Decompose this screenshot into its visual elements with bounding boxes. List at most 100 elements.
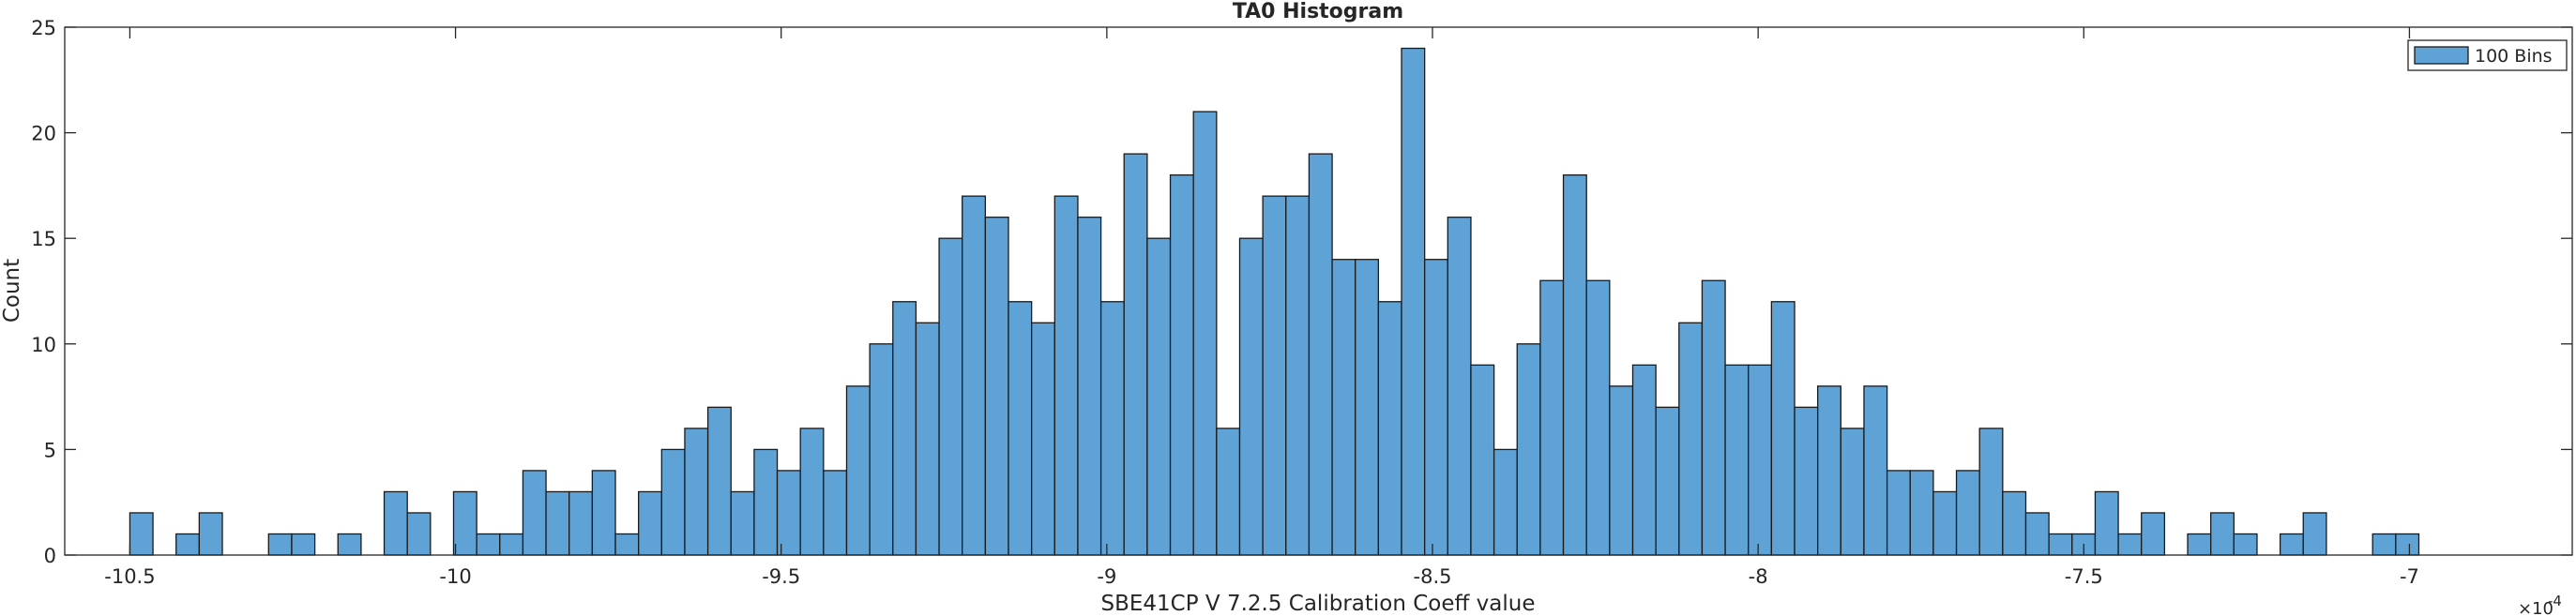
x-axis-multiplier: ×10 -4 <box>2518 593 2562 616</box>
histogram-bar <box>892 301 917 556</box>
histogram-bar <box>1169 173 1194 556</box>
y-tick-label: 5 <box>44 439 56 461</box>
chart-title: TA0 Histogram <box>1233 0 1403 23</box>
histogram-bar <box>175 533 201 556</box>
histogram-bar <box>406 512 432 556</box>
x-multiplier-base: ×10 <box>2518 599 2553 616</box>
x-tick-label: -9 <box>1097 565 1116 588</box>
histogram-bar <box>684 428 709 556</box>
histogram-bar <box>1585 279 1611 556</box>
x-tick-label: -8.5 <box>1414 565 1452 588</box>
histogram-bar <box>1447 217 1472 556</box>
histogram-bar <box>1631 364 1657 556</box>
histogram-bar <box>1216 428 1241 556</box>
histogram-bar <box>568 490 594 556</box>
histogram-bar <box>522 470 547 556</box>
histogram-bar <box>337 533 362 556</box>
histogram-bar <box>1308 153 1333 556</box>
histogram-bar <box>962 195 987 556</box>
histogram-bar <box>1355 259 1380 556</box>
histogram-bar <box>267 533 293 556</box>
histogram-bar <box>706 406 732 556</box>
histogram-bar <box>2094 490 2119 556</box>
histogram-bar <box>198 512 223 556</box>
histogram-bar <box>1539 279 1565 556</box>
histogram-bar <box>1053 195 1079 556</box>
histogram-bar <box>1701 279 1726 556</box>
y-axis-label: Count <box>0 259 24 323</box>
histogram-bar <box>1123 153 1148 556</box>
histogram-bar <box>476 533 501 556</box>
histogram-bar <box>1008 301 1033 556</box>
histogram-bar <box>1331 259 1356 556</box>
x-axis-ticks: -10.5 -10 -9.5 -9 -8.5 -8 -7.5 -7 <box>104 27 2419 588</box>
histogram-bar <box>938 237 963 556</box>
histogram-bar <box>2302 512 2327 556</box>
histogram-bar <box>614 533 640 556</box>
histogram-bar <box>730 490 755 556</box>
histogram-bar <box>1794 406 1819 556</box>
legend: 100 Bins <box>2407 39 2568 71</box>
histogram-bar <box>1146 237 1172 556</box>
histogram-bar <box>2024 512 2050 556</box>
histogram-bar <box>2187 533 2212 556</box>
histogram-bar <box>660 448 686 556</box>
y-tick-label: 25 <box>31 17 56 39</box>
histogram-bar <box>1909 470 1934 556</box>
y-tick-label: 10 <box>31 334 56 356</box>
histogram-bar <box>776 470 801 556</box>
histogram-bar <box>2395 533 2420 556</box>
histogram-bar <box>2233 533 2258 556</box>
x-axis-label: SBE41CP V 7.2.5 Calibration Coeff value <box>1100 592 1535 616</box>
histogram-bar <box>1285 195 1311 556</box>
x-tick-label: -9.5 <box>762 565 800 588</box>
histogram-bar <box>1077 217 1102 556</box>
histogram-bar <box>1516 343 1541 556</box>
histogram-bar <box>1817 385 1841 556</box>
histogram-bar <box>1724 364 1750 556</box>
histogram-bar <box>1609 385 1634 556</box>
histogram-bar <box>1424 259 1448 556</box>
histogram-bar <box>1031 322 1055 556</box>
histogram-bar <box>1955 470 1980 556</box>
plot-area-frame <box>64 26 2573 556</box>
histogram-bar <box>383 490 408 556</box>
histogram-bar <box>823 470 848 556</box>
legend-swatch <box>2414 46 2469 65</box>
x-tick-label: -7 <box>2400 565 2419 588</box>
histogram-bar <box>1863 385 1888 556</box>
histogram-bar <box>753 448 779 556</box>
y-tick-label: 0 <box>44 545 56 567</box>
histogram-bar <box>1932 490 1958 556</box>
x-tick-label: -10.5 <box>104 565 155 588</box>
histogram-bar <box>129 512 154 556</box>
histogram-bar <box>1192 111 1218 556</box>
histogram-bar <box>2210 512 2235 556</box>
bars-group <box>129 47 2420 556</box>
histogram-bar <box>799 428 825 556</box>
legend-label: 100 Bins <box>2475 46 2553 67</box>
histogram-bar <box>1770 301 1796 556</box>
x-tick-label: -7.5 <box>2065 565 2103 588</box>
y-tick-label: 15 <box>31 228 56 250</box>
histogram-bar <box>1655 406 1680 556</box>
histogram-bar <box>1238 237 1264 556</box>
histogram-bar <box>2371 533 2397 556</box>
histogram-bar <box>1262 195 1287 556</box>
histogram-bar <box>2048 533 2073 556</box>
histogram-bar <box>1678 322 1704 556</box>
histogram-bar <box>1470 364 1495 556</box>
histogram-bar <box>1840 428 1865 556</box>
x-tick-label: -10 <box>439 565 471 588</box>
histogram-bar <box>2117 533 2143 556</box>
histogram-bar <box>869 343 894 556</box>
histogram-bar <box>984 217 1009 556</box>
histogram-bar <box>2002 490 2027 556</box>
histogram-bar <box>591 470 616 556</box>
histogram-bar <box>638 490 662 556</box>
histogram-bar <box>915 322 940 556</box>
histogram-bar <box>291 533 316 556</box>
x-tick-label: -8 <box>1749 565 1768 588</box>
histogram-bar <box>1493 448 1518 556</box>
